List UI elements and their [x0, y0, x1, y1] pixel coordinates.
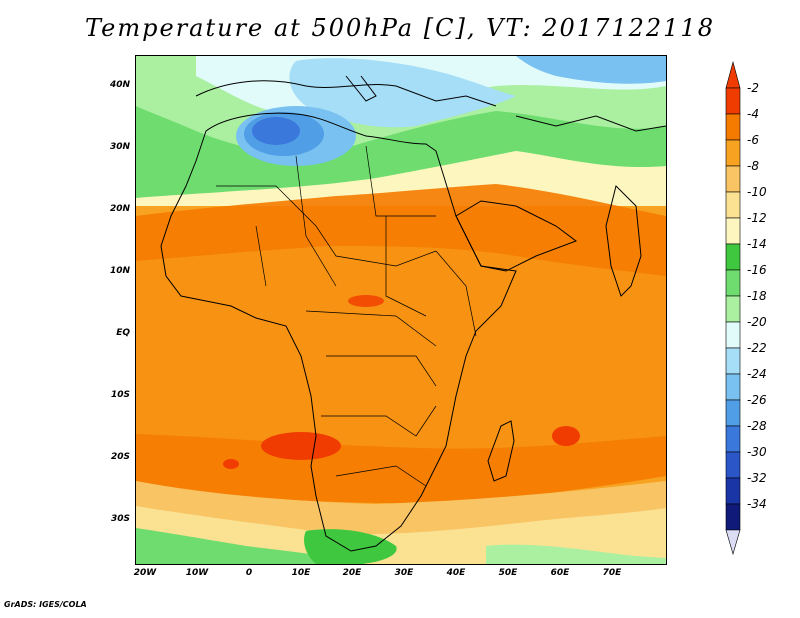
colorbar-cells	[725, 60, 741, 556]
temperature-field-map	[136, 56, 666, 564]
colorbar-cell	[725, 477, 741, 505]
colorbar-cell	[725, 425, 741, 453]
colorbar-tick-label: -10	[747, 185, 767, 199]
colorbar-cell	[725, 399, 741, 427]
lat-tick-label: 10S	[110, 390, 130, 400]
lon-tick-label: 10W	[185, 568, 209, 578]
field-band-24-east	[516, 56, 666, 84]
colorbar-cell	[725, 373, 741, 401]
lon-tick-label: 0	[245, 568, 253, 578]
colorbar	[725, 60, 741, 556]
colorbar-tick-label: -28	[747, 419, 767, 433]
lat-tick-label: 30S	[110, 514, 130, 524]
map-panel	[135, 55, 667, 565]
lat-tick-label: EQ	[116, 328, 130, 338]
colorbar-cap-bottom	[725, 529, 741, 556]
colorbar-cell	[725, 113, 741, 141]
coastlines	[160, 75, 666, 552]
colorbar-tick-label: -20	[747, 315, 767, 329]
colorbar-tick-label: -26	[747, 393, 767, 407]
colorbar-tick-label: -14	[747, 237, 767, 251]
colorbar-cell	[725, 295, 741, 323]
field-band-22	[289, 58, 516, 128]
field-band-4-center	[348, 295, 384, 307]
colorbar-cell	[725, 243, 741, 271]
colorbar-tick-label: -34	[747, 497, 767, 511]
colorbar-tick-label: -32	[747, 471, 767, 485]
colorbar-cell	[725, 347, 741, 375]
colorbar-tick-label: -18	[747, 289, 767, 303]
colorbar-cell	[725, 87, 741, 115]
field-band-18-south	[486, 544, 666, 564]
field-band-14-south	[304, 529, 397, 564]
lat-tick-label: 20N	[109, 204, 130, 214]
colorbar-tick-label: -16	[747, 263, 767, 277]
lat-tick-label: 10N	[109, 266, 130, 276]
lat-tick-label: 20S	[110, 452, 130, 462]
lon-tick-label: 10E	[291, 568, 311, 578]
lat-tick-label: 40N	[109, 80, 130, 90]
colorbar-tick-label: -2	[747, 81, 759, 95]
colorbar-cell	[725, 321, 741, 349]
colorbar-cell	[725, 451, 741, 479]
colorbar-tick-label: -6	[747, 133, 759, 147]
lon-tick-label: 60E	[550, 568, 570, 578]
credit-text: GrADS: IGES/COLA	[4, 600, 87, 609]
colorbar-cell	[725, 269, 741, 297]
colorbar-tick-label: -24	[747, 367, 767, 381]
country-borders	[216, 145, 477, 487]
colorbar-cell	[725, 191, 741, 219]
lon-tick-label: 70E	[602, 568, 622, 578]
lat-tick-label: 30N	[109, 142, 130, 152]
lon-tick-label: 40E	[446, 568, 466, 578]
colorbar-tick-label: -4	[747, 107, 759, 121]
lon-tick-label: 20W	[133, 568, 157, 578]
colorbar-tick-label: -12	[747, 211, 767, 225]
colorbar-cell	[725, 503, 741, 531]
colorbar-tick-label: -8	[747, 159, 759, 173]
field-band-4-south	[261, 432, 341, 460]
colorbar-tick-label: -30	[747, 445, 767, 459]
field-band-4-east	[552, 426, 580, 446]
colorbar-cap-top	[725, 60, 741, 89]
lon-tick-label: 20E	[342, 568, 362, 578]
field-band-7	[136, 246, 666, 449]
chart-title: Temperature at 500hPa [C], VT: 201712211…	[85, 14, 715, 42]
lon-tick-label: 50E	[498, 568, 518, 578]
colorbar-cell	[725, 165, 741, 193]
colorbar-cell	[725, 139, 741, 167]
colorbar-cell	[725, 217, 741, 245]
lon-tick-label: 30E	[394, 568, 414, 578]
field-band-4-west	[223, 459, 239, 469]
colorbar-tick-label: -22	[747, 341, 767, 355]
field-band-28	[252, 117, 300, 145]
